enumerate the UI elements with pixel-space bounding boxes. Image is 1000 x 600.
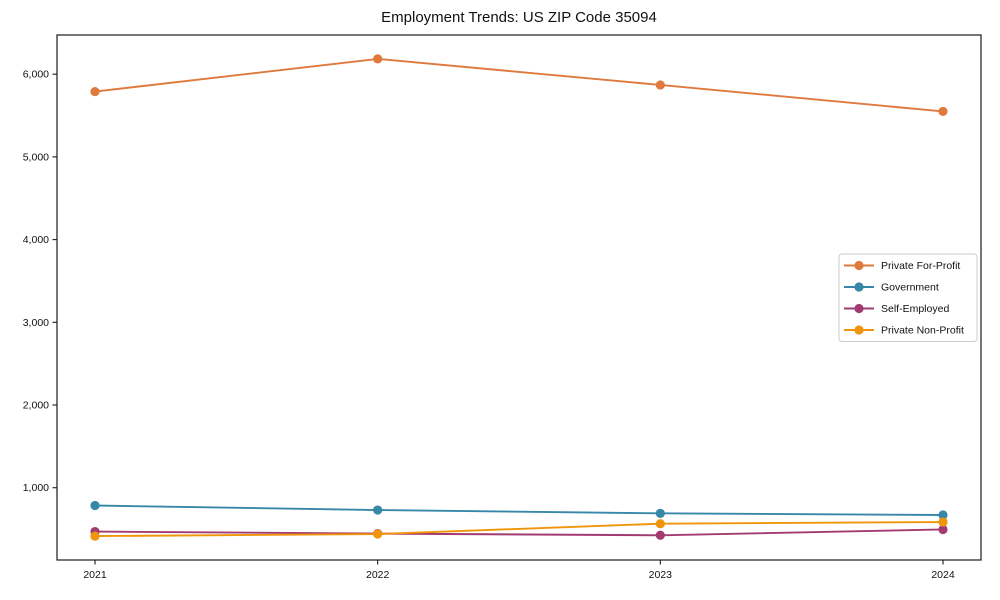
data-point-government-2022 [373,505,383,515]
y-tick-label: 6,000 [23,69,49,81]
y-tick-label: 5,000 [23,151,49,163]
data-point-private-for-profit-2022 [373,54,383,64]
x-tick-label: 2022 [366,569,390,581]
y-tick-label: 1,000 [23,482,49,494]
data-point-private-for-profit-2024 [938,106,948,117]
legend-marker-private-for-profit [854,260,864,271]
series-line-private-non-profit [94,521,944,538]
data-point-private-non-profit-2024 [938,517,948,527]
chart-title: Employment Trends: US ZIP Code 35094 [381,9,657,26]
legend-item-label: Government [881,282,939,294]
series-line-private-for-profit [94,57,944,113]
y-tick-label: 4,000 [23,234,49,246]
data-point-private-for-profit-2021 [90,86,100,97]
legend-item-label: Private For-Profit [881,260,960,272]
legend-marker-government [854,282,864,292]
series-line-government [94,504,944,516]
data-point-government-2021 [90,500,100,511]
data-point-self-employed-2024 [938,524,948,535]
legend-marker-private-non-profit [854,325,864,335]
x-tick-label: 2021 [83,569,107,581]
data-point-private-for-profit-2023 [655,80,665,90]
y-tick-label: 3,000 [23,317,49,329]
legend-item-label: Self-Employed [881,303,949,315]
data-point-self-employed-2023 [655,530,665,540]
y-tick-label: 2,000 [23,400,49,412]
data-point-government-2024 [938,510,948,520]
data-point-government-2023 [655,508,665,518]
legend-item-label: Private Non-Profit [881,325,964,337]
data-point-private-non-profit-2023 [655,519,665,529]
x-tick-label: 2024 [931,569,955,581]
series-line-self-employed [94,528,944,537]
legend-marker-self-employed [854,303,864,314]
x-tick-label: 2023 [649,569,673,581]
legend-box [838,253,978,342]
data-point-private-non-profit-2022 [373,529,383,539]
data-point-private-non-profit-2021 [90,531,100,541]
plot-frame [56,34,982,561]
